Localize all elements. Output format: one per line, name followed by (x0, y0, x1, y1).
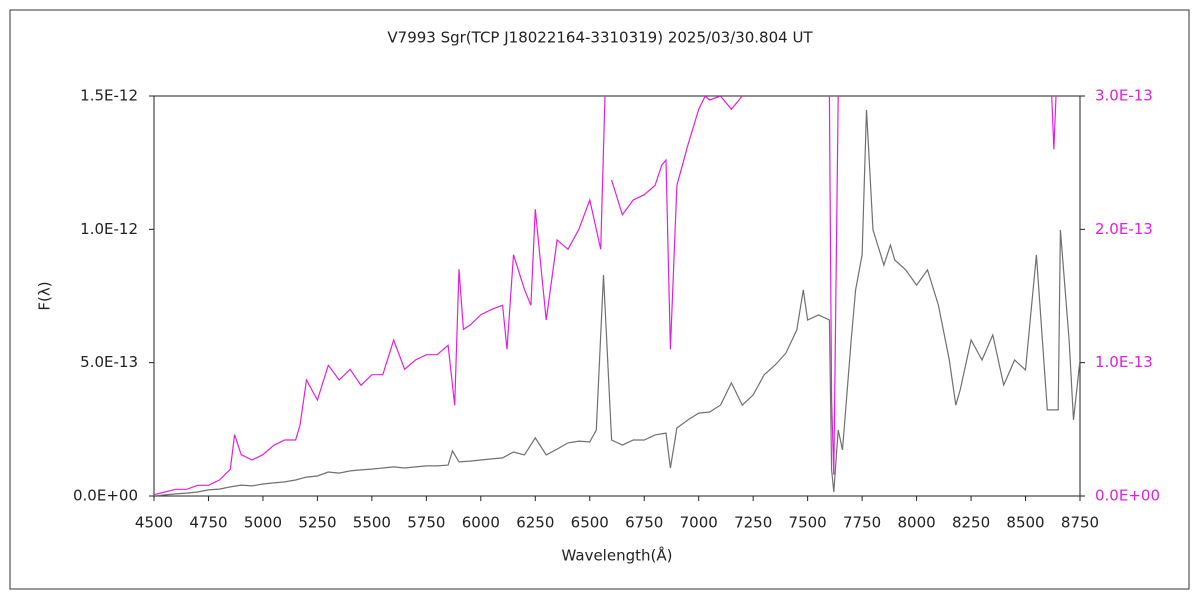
x-tick-label: 8000 (897, 514, 935, 532)
frame (9, 9, 1190, 590)
x-tick-label: 7250 (734, 514, 772, 532)
plot-frame (153, 95, 1081, 497)
y-tick-label: 1.0E-12 (80, 220, 138, 238)
x-tick-label: 6750 (625, 514, 663, 532)
chart-title: V7993 Sgr(TCP J18022164-3310319) 2025/03… (387, 29, 813, 47)
spectrum-line (154, 96, 1057, 496)
x-tick-label: 5750 (407, 514, 445, 532)
y2-tick-label: 0.0E+00 (1095, 487, 1160, 505)
y-tick-label: 0.0E+00 (73, 487, 138, 505)
y2-tick-label: 1.0E-13 (1095, 353, 1153, 371)
x-tick-label: 4750 (189, 514, 227, 532)
y2-tick-label: 2.0E-13 (1095, 220, 1153, 238)
x-tick-label: 6500 (571, 514, 609, 532)
x-axis-label: Wavelength(Å) (562, 546, 673, 565)
y-tick-label: 1.5E-12 (80, 87, 138, 105)
y-axis-label: F(λ) (36, 281, 54, 310)
x-tick-label: 5000 (244, 514, 282, 532)
x-tick-label: 4500 (135, 514, 173, 532)
x-tick-label: 5250 (298, 514, 336, 532)
x-tick-label: 7750 (843, 514, 881, 532)
y2-tick-label: 3.0E-13 (1095, 87, 1153, 105)
x-tick-label: 7000 (680, 514, 718, 532)
y-tick-label: 5.0E-13 (80, 353, 138, 371)
x-tick-label: 6250 (516, 514, 554, 532)
spectrum-line (154, 109, 1080, 496)
x-tick-label: 8500 (1006, 514, 1044, 532)
x-tick-label: 8750 (1061, 514, 1099, 532)
x-tick-label: 7500 (789, 514, 827, 532)
x-tick-label: 5500 (353, 514, 391, 532)
x-tick-label: 8250 (952, 514, 990, 532)
x-tick-label: 6000 (462, 514, 500, 532)
